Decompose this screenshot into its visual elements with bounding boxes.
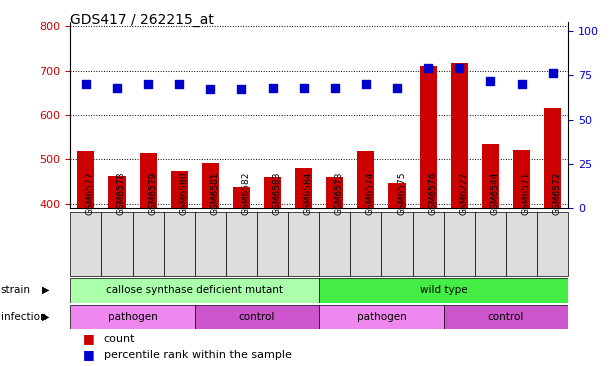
Text: control: control	[239, 312, 275, 322]
Text: callose synthase deficient mutant: callose synthase deficient mutant	[106, 285, 284, 295]
Bar	[381, 212, 412, 276]
Text: GSM6544: GSM6544	[491, 172, 499, 215]
Bar	[77, 150, 94, 208]
Bar	[482, 144, 499, 208]
Bar	[202, 163, 219, 208]
Point	[330, 85, 340, 90]
Text: GSM6574: GSM6574	[366, 172, 375, 215]
Point	[517, 81, 527, 87]
Bar	[320, 305, 444, 329]
Point	[268, 85, 277, 90]
Text: GSM6576: GSM6576	[428, 172, 437, 215]
Bar	[451, 63, 468, 208]
Bar	[326, 177, 343, 208]
Text: wild type: wild type	[420, 285, 467, 295]
Text: GSM6227: GSM6227	[459, 172, 468, 215]
Point	[361, 81, 371, 87]
Bar	[195, 305, 320, 329]
Bar	[475, 212, 506, 276]
Bar	[444, 212, 475, 276]
Text: pathogen: pathogen	[108, 312, 158, 322]
Bar	[70, 278, 320, 303]
Bar	[444, 305, 568, 329]
Text: GDS417 / 262215_at: GDS417 / 262215_at	[70, 13, 214, 27]
Text: GSM6573: GSM6573	[335, 172, 344, 215]
Text: GSM6578: GSM6578	[117, 172, 126, 215]
Point	[299, 85, 309, 90]
Bar	[420, 66, 437, 208]
Text: GSM6582: GSM6582	[241, 172, 251, 215]
Text: GSM6584: GSM6584	[304, 172, 313, 215]
Point	[548, 71, 558, 76]
Bar	[101, 212, 133, 276]
Bar	[320, 212, 350, 276]
Bar	[264, 177, 281, 208]
Text: GSM6575: GSM6575	[397, 172, 406, 215]
Text: ▶: ▶	[42, 312, 49, 322]
Point	[143, 81, 153, 87]
Text: GSM6580: GSM6580	[179, 172, 188, 215]
Text: count: count	[104, 334, 136, 344]
Bar	[170, 171, 188, 208]
Point	[423, 65, 433, 71]
Point	[205, 86, 215, 92]
Text: ■: ■	[82, 348, 94, 361]
Text: pathogen: pathogen	[357, 312, 406, 322]
Point	[392, 85, 402, 90]
Bar	[108, 176, 125, 208]
Bar	[544, 108, 562, 208]
Bar	[350, 212, 381, 276]
Point	[81, 81, 90, 87]
Text: ▶: ▶	[42, 285, 49, 295]
Bar	[257, 212, 288, 276]
Bar	[506, 212, 537, 276]
Bar	[195, 212, 226, 276]
Point	[112, 85, 122, 90]
Bar	[513, 150, 530, 208]
Bar	[226, 212, 257, 276]
Bar	[412, 212, 444, 276]
Bar	[288, 212, 320, 276]
Bar	[70, 212, 101, 276]
Text: control: control	[488, 312, 524, 322]
Text: GSM6583: GSM6583	[273, 172, 282, 215]
Bar	[164, 212, 195, 276]
Point	[455, 65, 464, 71]
Point	[236, 86, 246, 92]
Text: GSM6579: GSM6579	[148, 172, 157, 215]
Text: ■: ■	[82, 332, 94, 346]
Text: GSM6577: GSM6577	[86, 172, 95, 215]
Bar	[133, 212, 164, 276]
Text: strain: strain	[1, 285, 31, 295]
Bar	[295, 168, 312, 208]
Bar	[357, 151, 375, 208]
Text: GSM6581: GSM6581	[210, 172, 219, 215]
Bar	[70, 305, 195, 329]
Text: infection: infection	[1, 312, 46, 322]
Text: GSM6572: GSM6572	[553, 172, 562, 215]
Bar	[537, 212, 568, 276]
Bar	[139, 153, 156, 208]
Point	[486, 78, 496, 83]
Bar	[389, 183, 406, 208]
Text: GSM6571: GSM6571	[522, 172, 530, 215]
Point	[174, 81, 184, 87]
Bar	[233, 187, 250, 208]
Bar	[320, 278, 568, 303]
Text: percentile rank within the sample: percentile rank within the sample	[104, 350, 291, 359]
